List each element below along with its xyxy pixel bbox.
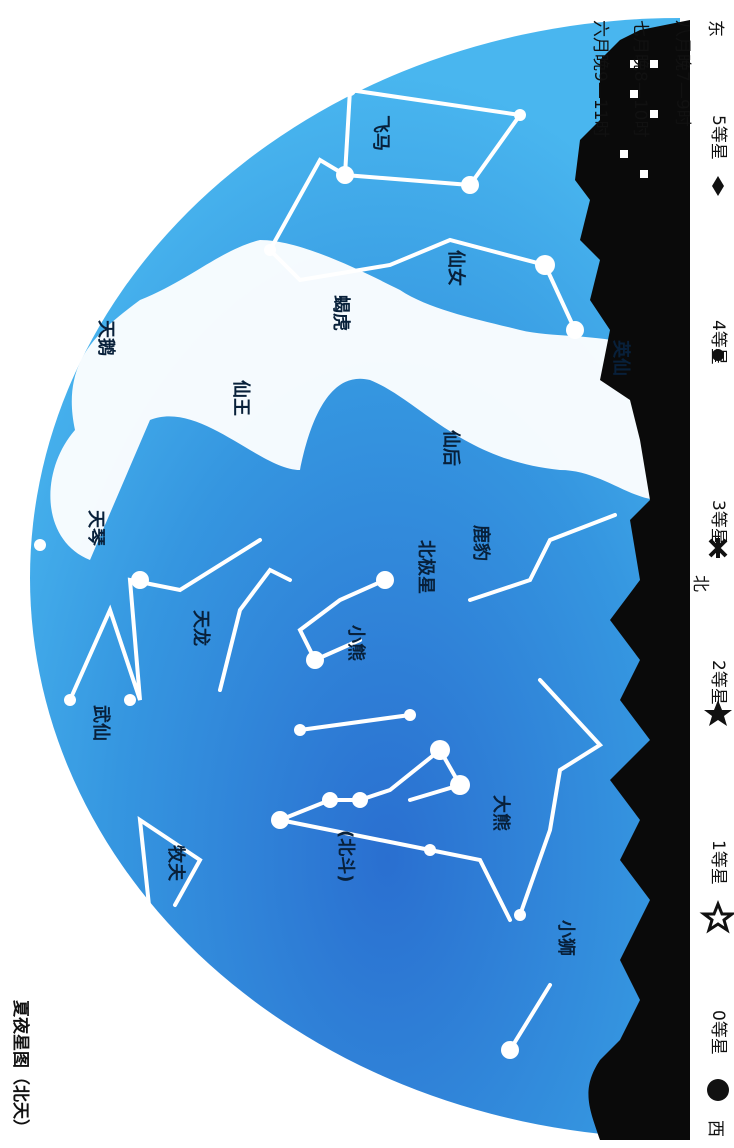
constellation-label: 天鹅 — [95, 320, 117, 356]
direction-east: 东 — [705, 20, 725, 37]
constellation-label: 仙女 — [445, 250, 467, 286]
stars — [34, 84, 584, 1059]
legend-label: 1等星 — [708, 840, 728, 885]
constellation-label: 鹿豹 — [470, 525, 492, 561]
legend-label: 5等星 — [708, 115, 728, 160]
constellation-label: 北极星 — [415, 540, 436, 594]
legend-label: 3等星 — [708, 500, 728, 545]
constellation-label: (北斗) — [335, 830, 356, 882]
constellation-label: 仙后 — [440, 430, 462, 466]
constellation-label: 飞马 — [370, 115, 391, 151]
time-note: 七月晚8—10时 — [630, 20, 650, 137]
constellation-label: 武仙 — [90, 705, 112, 741]
direction-north: 北 — [690, 575, 710, 592]
constellation-label: 大熊 — [490, 795, 512, 831]
constellation-label: 小狮 — [555, 920, 576, 956]
constellation-label: 英仙 — [610, 339, 632, 376]
legend-label: 0等星 — [708, 1010, 728, 1055]
constellation-label: 天龙 — [190, 610, 212, 646]
constellation-label: 蝎虎 — [330, 295, 352, 331]
milky-way — [50, 240, 680, 560]
constellation-label: 天琴 — [85, 510, 106, 546]
constellation-label: 牧夫 — [165, 845, 187, 882]
constellation-label: 小熊 — [345, 625, 367, 661]
legend-symbols — [699, 176, 734, 1101]
legend-label: 2等星 — [708, 660, 728, 705]
horizon-silhouette — [575, 20, 690, 1140]
direction-west: 西 — [705, 1120, 725, 1137]
constellation-label: 仙王 — [230, 380, 252, 416]
map-title: 夏夜星图（北天） — [10, 1000, 31, 1136]
time-note: 八月晚7—9时 — [672, 20, 692, 127]
building-windows — [620, 60, 658, 178]
legend-label: 4等星 — [708, 320, 728, 365]
time-note: 六月晚9—11时 — [590, 20, 610, 137]
